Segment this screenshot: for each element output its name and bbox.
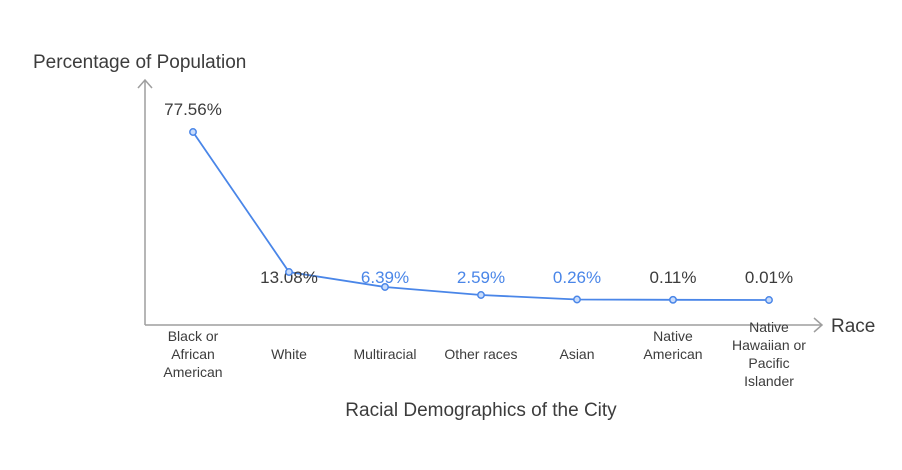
data-label: 77.56% (164, 100, 222, 119)
y-axis-title: Percentage of Population (33, 52, 246, 73)
data-label: 2.59% (457, 268, 505, 287)
chart-title: Racial Demographics of the City (345, 400, 617, 421)
x-tick-label: Black or African American (163, 328, 222, 380)
data-labels: 77.56% 13.08% 6.39% 2.59% 0.26% 0.11% 0.01% (164, 100, 793, 287)
x-tick-labels: Black or African American White Multiracial O… (163, 319, 806, 389)
data-label: 13.08% (260, 268, 318, 287)
data-label: 6.39% (361, 268, 409, 287)
data-point (189, 128, 197, 136)
x-tick-label: Other races (444, 346, 517, 362)
data-point (381, 283, 389, 291)
data-point (573, 295, 581, 304)
data-label: 0.01% (745, 268, 793, 287)
y-axis-arrow (137, 78, 153, 89)
x-tick-label: Native American (643, 328, 702, 362)
data-point (477, 291, 485, 299)
data-points (189, 128, 773, 304)
data-point (669, 295, 677, 304)
data-label: 0.26% (553, 268, 601, 287)
x-axis-title: Race (831, 316, 875, 337)
x-tick-label: Asian (559, 346, 594, 362)
data-point (285, 268, 293, 276)
data-label: 0.11% (650, 268, 697, 287)
x-tick-label: Native Hawaiian or Pacific Islander (732, 319, 806, 389)
data-point (765, 296, 773, 304)
x-tick-label: White (271, 346, 307, 362)
x-tick-label: Multiracial (353, 346, 416, 362)
x-axis-arrow (813, 317, 824, 333)
